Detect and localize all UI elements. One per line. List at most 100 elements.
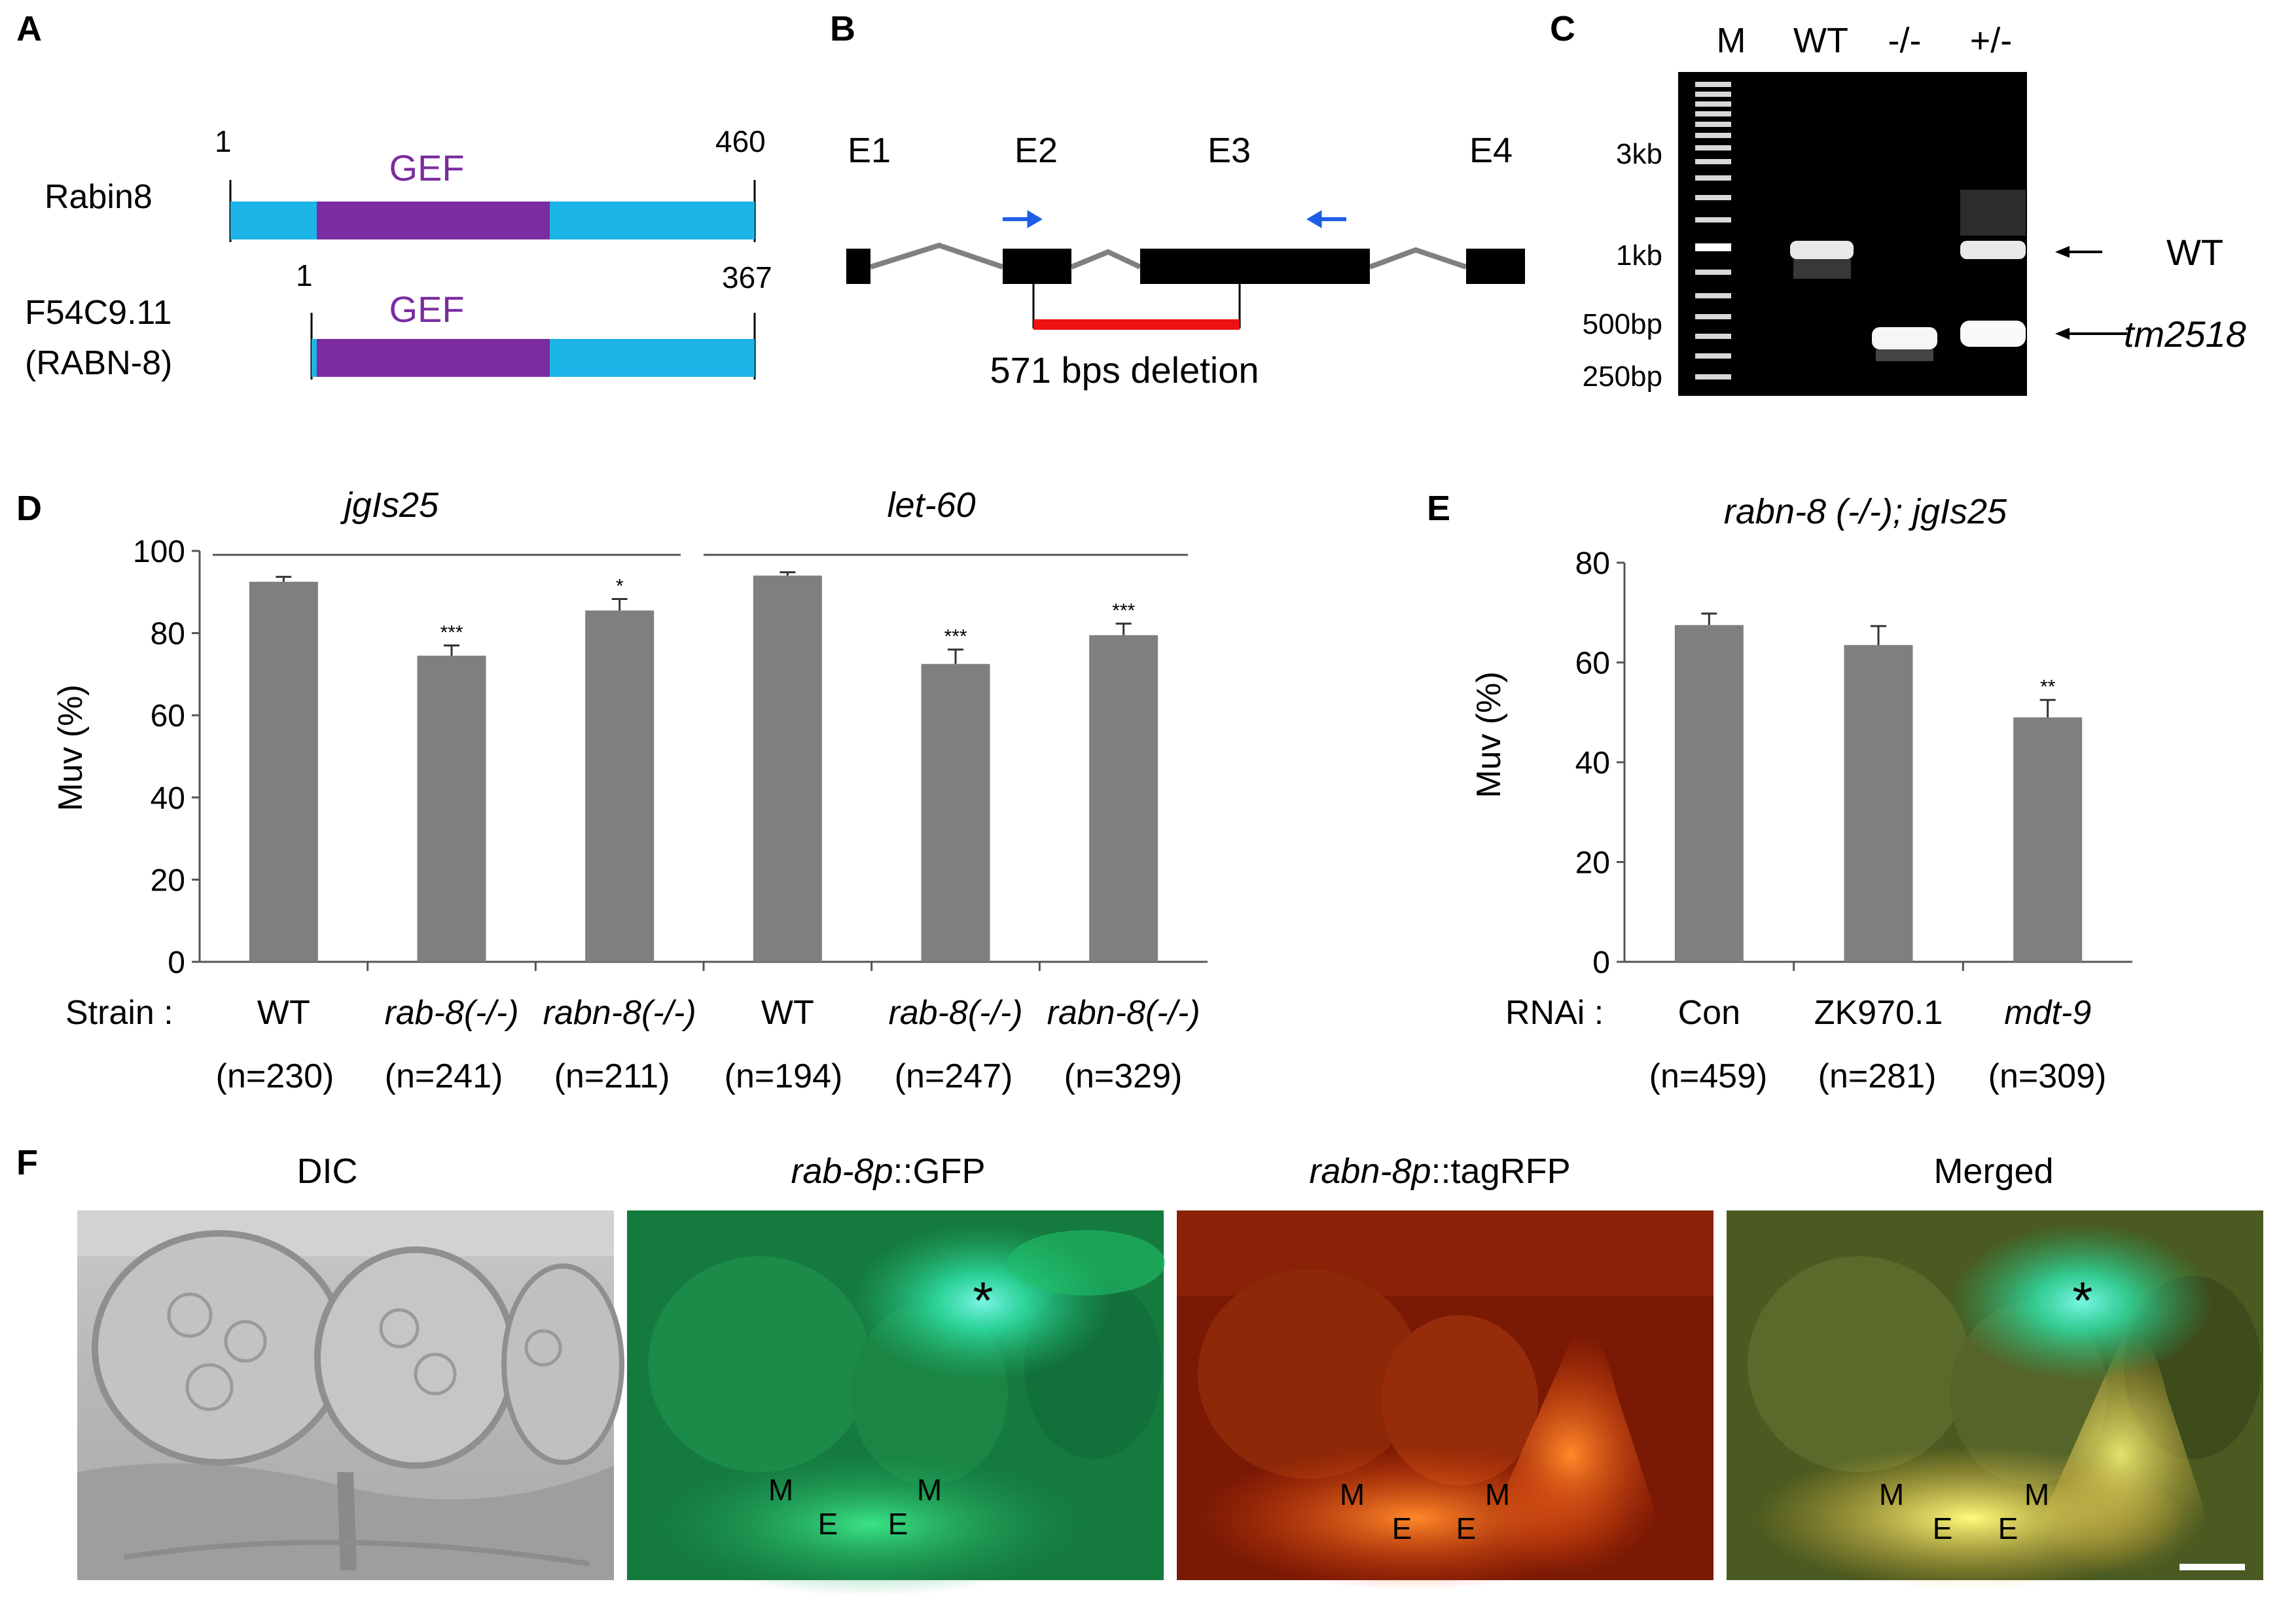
ladder-band xyxy=(1695,82,1731,87)
y-tick-label: 80 xyxy=(1575,546,1610,581)
n-label: (n=211) xyxy=(554,1057,670,1095)
e-marker: E xyxy=(1456,1511,1477,1545)
bar xyxy=(753,575,822,962)
y-tick-label: 20 xyxy=(1575,846,1610,881)
exon-label-e2: E2 xyxy=(1014,131,1058,170)
y-tick-label: 100 xyxy=(133,535,185,569)
panel-d-ylabel: Muv (%) xyxy=(52,684,90,811)
gfp-image xyxy=(627,1210,1165,1596)
ladder-band xyxy=(1695,159,1731,164)
rabin8-start: 1 xyxy=(215,124,232,158)
dna-ladder xyxy=(1695,82,1731,379)
intron-3 xyxy=(1369,247,1467,270)
x-category-label: WT xyxy=(761,994,814,1032)
exon-label-e4: E4 xyxy=(1469,131,1513,170)
panel-b-gene-diagram: E1 E2 E3 E4 571 bps deletion xyxy=(846,131,1525,391)
rabin8-gef-domain xyxy=(317,202,550,239)
ladder-band xyxy=(1695,122,1731,127)
ladder-band xyxy=(1695,111,1731,116)
lane-label-m: M xyxy=(1717,21,1746,60)
panel-a-domain-diagram: Rabin8 1 460 GEF F54C9.11 (RABN-8) 1 367… xyxy=(25,124,772,382)
ladder-band xyxy=(1695,293,1731,298)
group-title-jgis25: jgIs25 xyxy=(340,485,439,525)
e-marker: E xyxy=(1998,1511,2018,1545)
lane-label-homozygous: -/- xyxy=(1888,21,1922,60)
significance-label: *** xyxy=(1112,600,1135,622)
bar xyxy=(249,582,318,962)
panel-e-rnai-prefix: RNAi : xyxy=(1505,994,1604,1032)
panel-e-xlabels: Con ZK970.1 mdt-9 xyxy=(1678,994,2091,1032)
exon-e3 xyxy=(1140,249,1370,284)
bar xyxy=(1674,625,1744,962)
n-label: (n=247) xyxy=(895,1057,1013,1095)
bar xyxy=(1089,635,1158,962)
ladder-band xyxy=(1695,314,1731,319)
panel-e-chart: rabn-8 (-/-); jgIs25 Muv (%) 0 20 40 60 80 *… xyxy=(1470,492,2132,1095)
group-title-let60: let-60 xyxy=(887,485,975,525)
wt-lane-band xyxy=(1790,241,1854,259)
panel-d-xlabels: WT rab-8(-/-) rabn-8(-/-) WT rab-8(-/-) rabn-… xyxy=(257,994,1200,1032)
y-tick-label: 40 xyxy=(151,781,185,816)
panel-e-bars: ** xyxy=(1674,612,2083,962)
f54c9-end: 367 xyxy=(722,260,772,294)
panel-d-n-labels: (n=230) (n=241) (n=211) (n=194) (n=247) … xyxy=(216,1057,1183,1095)
y-tick-label: 40 xyxy=(1575,746,1610,781)
x-category-label: Con xyxy=(1678,994,1740,1032)
lane-label-heterozygous: +/- xyxy=(1970,21,2013,60)
rabn8-label: (RABN-8) xyxy=(25,344,172,382)
forward-primer-arrow xyxy=(1003,210,1043,228)
panel-label-e: E xyxy=(1427,489,1450,528)
exon-e2 xyxy=(1003,249,1071,284)
x-category-label: ZK970.1 xyxy=(1814,994,1943,1032)
ladder-band xyxy=(1695,175,1731,181)
x-category-label: rab-8(-/-) xyxy=(888,994,1022,1032)
panel-e-n-labels: (n=459) (n=281) (n=309) xyxy=(1649,1057,2107,1095)
wt-band-arrow xyxy=(2055,246,2102,258)
panel-e-title: rabn-8 (-/-); jgIs25 xyxy=(1724,492,2007,531)
deletion-label: 571 bps deletion xyxy=(990,349,1259,391)
ladder-band xyxy=(1695,217,1731,222)
panel-label-c: C xyxy=(1550,9,1575,48)
micrograph-markers: * * M M E E M M E E M M E E xyxy=(768,1271,2093,1545)
micrograph-title-gfp: rab-8p::GFP xyxy=(791,1152,985,1191)
x-category-label: rabn-8(-/-) xyxy=(543,994,696,1032)
ladder-band xyxy=(1695,334,1731,339)
panel-e-ylabel: Muv (%) xyxy=(1470,671,1508,798)
panel-label-d: D xyxy=(16,489,42,528)
size-label-500bp: 500bp xyxy=(1583,308,1662,340)
wt-band-label: WT xyxy=(2166,232,2223,273)
panel-f-micrographs: DIC rab-8p::GFP rabn-8p::tagRFP Merged xyxy=(77,1152,2263,1596)
ladder-band xyxy=(1695,133,1731,138)
y-tick-label: 0 xyxy=(1592,945,1610,980)
mutant-lane-smear xyxy=(1876,349,1933,361)
merged-image xyxy=(1727,1210,2263,1590)
ladder-band xyxy=(1695,101,1731,107)
ladder-band xyxy=(1695,92,1731,97)
significance-label: ** xyxy=(2040,677,2056,698)
n-label: (n=230) xyxy=(216,1057,334,1095)
exon-label-e1: E1 xyxy=(848,131,891,170)
ladder-band xyxy=(1695,353,1731,359)
f54c9-start: 1 xyxy=(296,258,313,292)
reverse-primer-arrow xyxy=(1306,210,1346,228)
size-label-250bp: 250bp xyxy=(1583,361,1662,393)
y-tick-label: 60 xyxy=(1575,646,1610,681)
rabin8-gef-label: GEF xyxy=(389,147,464,188)
f54c9-gef-domain xyxy=(317,339,550,377)
bar xyxy=(1844,644,1913,962)
m-marker: M xyxy=(917,1473,942,1507)
n-label: (n=194) xyxy=(725,1057,843,1095)
f54c9-gef-label: GEF xyxy=(389,289,464,330)
x-category-label: rabn-8(-/-) xyxy=(1047,994,1200,1032)
x-category-label: rab-8(-/-) xyxy=(384,994,518,1032)
ladder-band xyxy=(1695,374,1731,379)
intron-2 xyxy=(1070,249,1141,270)
m-marker: M xyxy=(768,1473,793,1507)
x-category-label: WT xyxy=(257,994,310,1032)
y-tick-label: 20 xyxy=(151,863,185,898)
ladder-band xyxy=(1695,145,1731,150)
m-marker: M xyxy=(1485,1477,1510,1511)
star-marker: * xyxy=(2072,1271,2092,1330)
scale-bar xyxy=(2179,1564,2245,1570)
